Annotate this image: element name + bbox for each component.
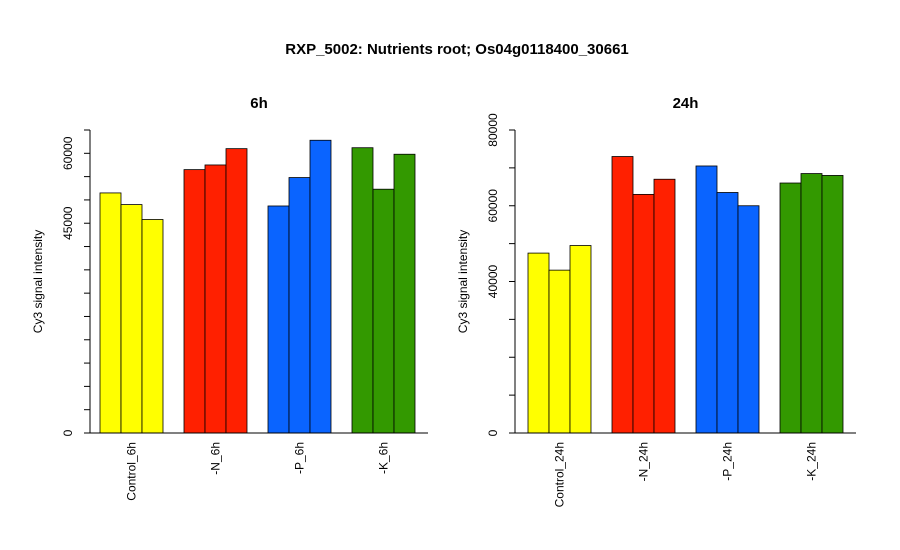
panel-title: 6h bbox=[250, 95, 268, 112]
bar--N_24h-1 bbox=[611, 156, 634, 434]
bar-Control_24h-1 bbox=[527, 252, 550, 434]
bar-Control_6h-3 bbox=[141, 219, 164, 434]
x-tick-label: Control_24h bbox=[553, 442, 567, 507]
panel-24h: 24h Cy3 signal intensity Control_24h -N_24h… bbox=[456, 95, 856, 507]
bar--P_6h-3 bbox=[309, 139, 332, 434]
panel-6h: 6h Cy3 signal intensity Control_6h -N_6h -P_… bbox=[31, 95, 428, 501]
bar--K_6h-2 bbox=[372, 188, 395, 434]
bar--P_24h-3 bbox=[737, 205, 760, 434]
x-tick-label: -K_24h bbox=[805, 442, 819, 481]
bar-Control_24h-2 bbox=[548, 269, 571, 434]
y-tick-label: 40000 bbox=[486, 264, 500, 298]
figure-title: RXP_5002: Nutrients root; Os04g0118400_3… bbox=[285, 41, 629, 58]
bar-Control_24h-3 bbox=[569, 245, 592, 434]
bar--K_24h-3 bbox=[821, 175, 844, 434]
bar--N_24h-3 bbox=[653, 178, 676, 434]
bar--P_6h-1 bbox=[267, 205, 290, 434]
x-tick-label: Control_6h bbox=[125, 442, 139, 501]
bar--K_6h-3 bbox=[393, 153, 416, 434]
bar--K_6h-1 bbox=[351, 147, 374, 434]
y-axis-label: Cy3 signal intensity bbox=[31, 230, 45, 333]
y-tick-label: 45000 bbox=[61, 206, 75, 240]
bar--P_6h-2 bbox=[288, 177, 311, 434]
bar--K_24h-2 bbox=[800, 173, 823, 434]
x-tick-label: -N_24h bbox=[637, 442, 651, 481]
bar--N_24h-2 bbox=[632, 193, 655, 434]
x-tick-label: -P_24h bbox=[721, 442, 735, 481]
bar--P_24h-1 bbox=[695, 165, 718, 434]
y-axis-label: Cy3 signal intensity bbox=[456, 230, 470, 333]
y-tick-label: 60000 bbox=[486, 189, 500, 223]
bar--P_24h-2 bbox=[716, 192, 739, 434]
bar-Control_6h-1 bbox=[99, 192, 122, 434]
y-tick-label: 60000 bbox=[61, 136, 75, 170]
panel-title: 24h bbox=[673, 95, 699, 112]
y-tick-label: 80000 bbox=[486, 113, 500, 147]
x-tick-label: -K_6h bbox=[377, 442, 391, 474]
bar--N_6h-3 bbox=[225, 148, 248, 434]
bar--N_6h-1 bbox=[183, 169, 206, 434]
bar-Control_6h-2 bbox=[120, 204, 143, 434]
y-tick-label: 0 bbox=[486, 429, 500, 436]
x-tick-label: -P_6h bbox=[293, 442, 307, 474]
bar--K_24h-1 bbox=[779, 182, 802, 434]
x-tick-label: -N_6h bbox=[209, 442, 223, 475]
bar--N_6h-2 bbox=[204, 164, 227, 434]
y-tick-label: 0 bbox=[61, 429, 75, 436]
